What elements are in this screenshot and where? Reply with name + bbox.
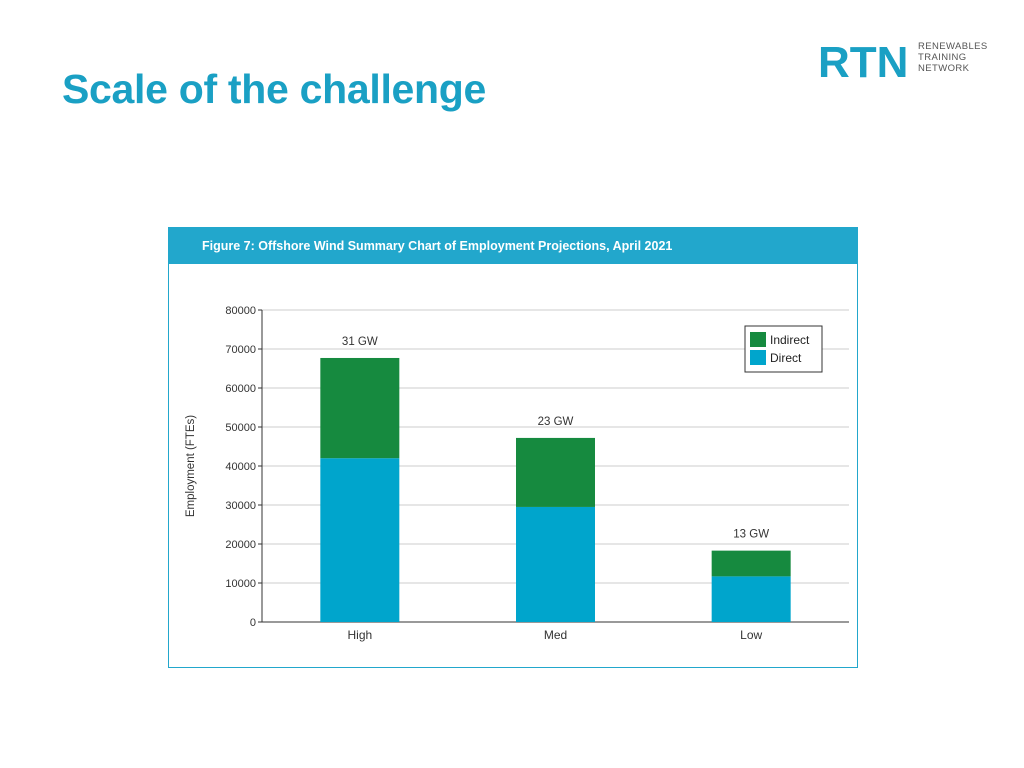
bar-indirect-high <box>320 357 400 459</box>
y-tick-label: 70000 <box>225 344 256 356</box>
chart-title: Figure 7: Offshore Wind Summary Chart of… <box>202 239 673 253</box>
y-tick-label: 30000 <box>225 500 256 512</box>
bar-indirect-low <box>711 550 791 577</box>
slide-title: Scale of the challenge <box>62 66 487 112</box>
logo-line-1: RENEWABLES <box>918 41 988 52</box>
y-tick-label: 60000 <box>225 383 256 395</box>
logo-line-2: TRAINING <box>918 52 967 63</box>
x-tick-label: Low <box>740 628 762 642</box>
rtn-logo-letters: RTN <box>818 38 908 86</box>
bar-direct-high <box>320 458 400 622</box>
legend-label-indirect: Indirect <box>770 333 810 347</box>
y-tick-label: 0 <box>250 617 256 629</box>
bar-total-label: 31 GW <box>342 336 378 348</box>
rtn-logo: RTN RENEWABLES TRAINING NETWORK <box>818 36 998 86</box>
y-tick-label: 80000 <box>225 305 256 317</box>
rtn-logo-mark: RTN <box>818 38 908 86</box>
y-tick-label: 20000 <box>225 539 256 551</box>
stacked-bar-chart: 0 10000 20000 30000 40000 50000 60000 70000 8000… <box>185 305 849 642</box>
bar-direct-med <box>516 506 595 622</box>
logo-line-3: NETWORK <box>918 63 970 74</box>
y-axis-label: Employment (FTEs) <box>185 415 197 517</box>
bar-total-label: 13 GW <box>733 529 769 541</box>
legend-swatch-direct <box>750 350 766 365</box>
y-tick-label: 40000 <box>225 461 256 473</box>
bar-indirect-med <box>516 437 595 507</box>
x-tick-label: High <box>347 628 372 642</box>
chart-figure: Figure 7: Offshore Wind Summary Chart of… <box>168 227 858 668</box>
x-tick-label: Med <box>544 628 567 642</box>
y-tick-label: 50000 <box>225 422 256 434</box>
logo-wordmark: RENEWABLES TRAINING NETWORK <box>918 41 988 74</box>
bar-total-label: 23 GW <box>538 416 574 428</box>
bar-direct-low <box>711 576 791 622</box>
legend-swatch-indirect <box>750 332 766 347</box>
y-tick-label: 10000 <box>225 578 256 590</box>
figure-header: Figure 7: Offshore Wind Summary Chart of… <box>169 228 857 264</box>
legend-label-direct: Direct <box>770 351 802 365</box>
